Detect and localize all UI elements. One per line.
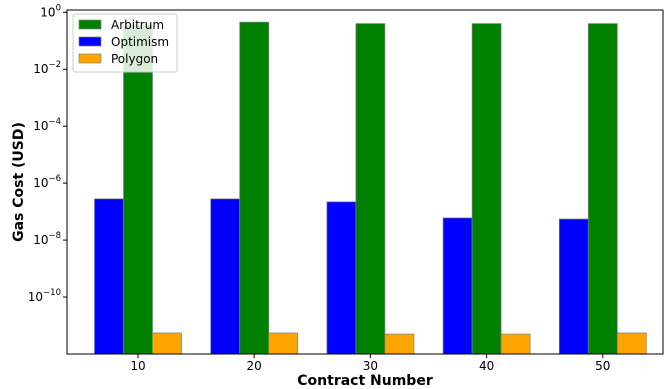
legend-label-optimism: Optimism xyxy=(111,35,169,49)
bar-optimism-20 xyxy=(210,198,241,355)
y-tick-label: 10−2 xyxy=(33,60,61,76)
y-axis: 100 10−2 10−4 10−6 10−8 10−10 xyxy=(28,3,67,304)
x-tick-label: 30 xyxy=(363,359,378,373)
legend-swatch-optimism xyxy=(78,36,102,47)
legend-swatch-polygon xyxy=(78,53,102,64)
bars-group xyxy=(94,21,647,355)
bar-arbitrum-50 xyxy=(587,23,618,355)
legend-label-polygon: Polygon xyxy=(111,52,158,66)
legend-swatch-arbitrum xyxy=(78,19,102,30)
y-tick-label: 10−10 xyxy=(28,288,61,304)
y-tick-label: 10−8 xyxy=(33,231,61,247)
x-axis: 10 20 30 40 50 xyxy=(130,354,610,373)
x-tick-label: 10 xyxy=(130,359,145,373)
x-tick-label: 20 xyxy=(247,359,262,373)
bar-arbitrum-20 xyxy=(239,21,270,355)
y-axis-title: Gas Cost (USD) xyxy=(11,122,27,242)
bar-polygon-20 xyxy=(268,332,299,355)
bar-arbitrum-40 xyxy=(471,23,502,355)
y-tick-label: 10−6 xyxy=(33,174,61,190)
x-tick-label: 40 xyxy=(479,359,494,373)
bar-arbitrum-10 xyxy=(123,24,153,355)
bar-polygon-10 xyxy=(152,332,182,355)
legend-label-arbitrum: Arbitrum xyxy=(111,18,164,32)
bar-optimism-30 xyxy=(326,201,357,355)
x-tick-label: 50 xyxy=(595,359,610,373)
x-axis-title: Contract Number xyxy=(297,373,433,389)
y-tick-label: 100 xyxy=(40,3,61,19)
bar-optimism-40 xyxy=(442,217,473,355)
bar-arbitrum-30 xyxy=(355,23,386,355)
bar-polygon-40 xyxy=(500,333,531,355)
bar-optimism-10 xyxy=(94,198,124,355)
plot-frame xyxy=(66,9,664,355)
bar-polygon-30 xyxy=(384,333,415,355)
y-tick-label: 10−4 xyxy=(33,117,61,133)
legend: Arbitrum Optimism Polygon xyxy=(72,13,178,73)
bar-polygon-50 xyxy=(616,332,647,355)
bar-optimism-50 xyxy=(558,218,589,355)
